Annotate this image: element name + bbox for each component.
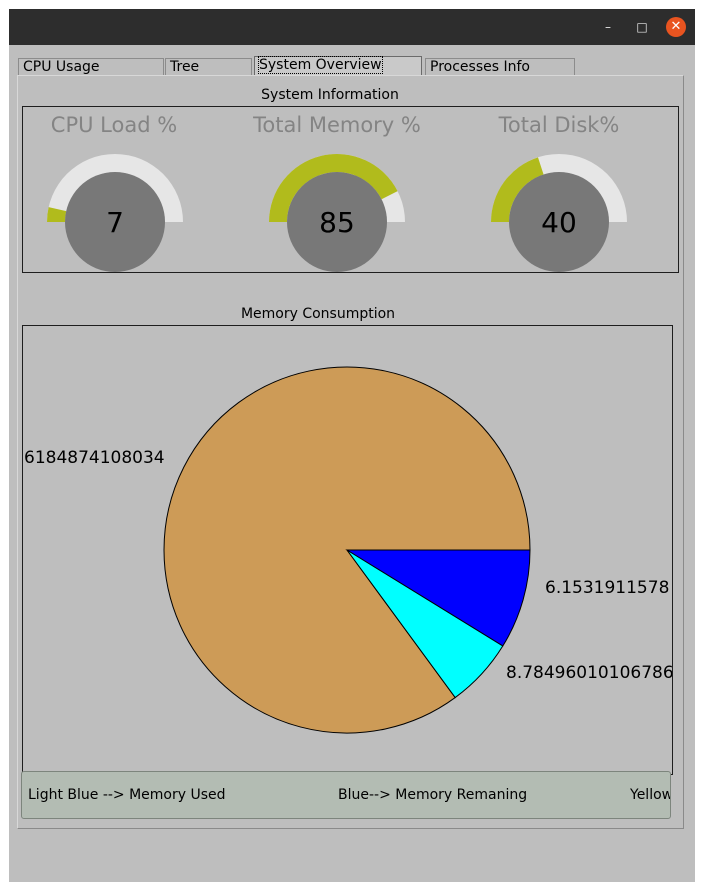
legend-bar: Light Blue --> Memory Used Blue--> Memor… <box>21 771 671 819</box>
system-information-frame: CPU Load % Total Memory % Total Disk% 7 … <box>22 106 679 273</box>
pie-label-blue: 8.78496010106786 <box>506 663 673 683</box>
app-window: – □ ✕ CPU Usage Tree System Overview Pro… <box>9 9 695 882</box>
gauge-cpu: 7 <box>47 154 183 272</box>
tab-label: Processes Info <box>430 59 530 75</box>
pie-label-large: 6184874108034 <box>24 448 165 468</box>
legend-yellow: Yellow <box>630 787 671 803</box>
gauge-value-disk: 40 <box>541 206 577 239</box>
maximize-button[interactable]: □ <box>636 20 648 34</box>
gauge-fill <box>269 154 398 222</box>
memory-chart-frame: 6184874108034 6.1531911578 8.78496010106… <box>22 325 673 775</box>
gauge-center <box>65 172 165 272</box>
tab-label: Tree <box>170 59 200 75</box>
tab-processes-info[interactable]: Processes Info <box>425 58 575 75</box>
tab-cpu-usage[interactable]: CPU Usage <box>18 58 164 75</box>
system-overview-panel: System Information CPU Load % Total Memo… <box>17 75 684 829</box>
gauge-disk: 40 <box>491 154 627 272</box>
gauge-value-memory: 85 <box>319 206 355 239</box>
pie-slice-blue <box>345 549 531 647</box>
gauge-track <box>47 154 183 222</box>
memory-pie-chart <box>163 366 531 734</box>
minimize-button[interactable]: – <box>605 20 611 34</box>
gauges: 7 85 40 <box>47 154 627 272</box>
memory-consumption-title: Memory Consumption <box>240 306 396 322</box>
gauge-label-disk: Total Disk% <box>498 113 620 137</box>
gauge-memory: 85 <box>269 154 405 272</box>
tab-label: System Overview <box>258 56 383 74</box>
gauge-fill <box>47 207 67 222</box>
gauge-label-cpu: CPU Load % <box>50 113 178 137</box>
gauge-fill <box>491 157 544 222</box>
legend-blue: Blue--> Memory Remaning <box>338 787 528 803</box>
gauge-center <box>509 172 609 272</box>
gauge-value-cpu: 7 <box>106 206 124 239</box>
pie-label-cyan: 6.1531911578 <box>545 578 670 598</box>
gauge-center <box>287 172 387 272</box>
legend-light-blue: Light Blue --> Memory Used <box>28 787 226 803</box>
tab-label: CPU Usage <box>23 59 100 75</box>
tab-tree[interactable]: Tree <box>165 58 252 75</box>
system-information-title: System Information <box>261 87 399 103</box>
title-bar: – □ ✕ <box>9 9 695 45</box>
tab-system-overview[interactable]: System Overview <box>254 56 422 76</box>
gauge-label-memory: Total Memory % <box>253 113 421 137</box>
close-button[interactable]: ✕ <box>666 17 686 37</box>
